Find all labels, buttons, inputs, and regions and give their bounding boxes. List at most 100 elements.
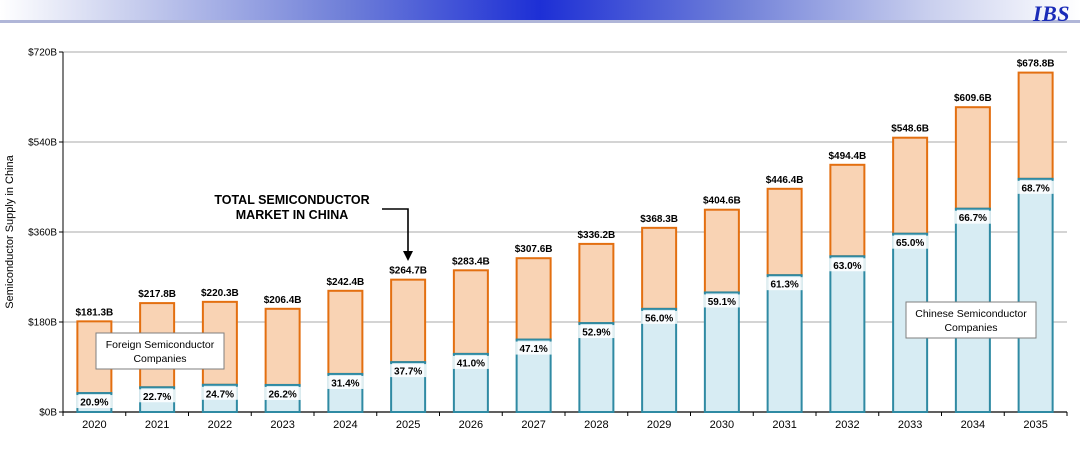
- total-label-2034: $609.6B: [954, 93, 992, 104]
- bar-chinese-2035: [1017, 177, 1054, 413]
- legend-foreign-companies: Foreign Semiconductor Companies: [95, 332, 225, 370]
- share-label-2021: 22.7%: [143, 392, 171, 403]
- bar-foreign-2030: [703, 208, 740, 294]
- share-label-2030: 59.1%: [708, 297, 736, 308]
- share-label-bg-2028: [578, 325, 615, 339]
- total-label-2026: $283.4B: [452, 256, 490, 267]
- bar-chinese-2031: [766, 274, 803, 413]
- share-label-bg-2022: [201, 386, 238, 400]
- bar-foreign-2033: [892, 136, 929, 235]
- x-tick-label-2032: 2032: [835, 419, 859, 431]
- bar-foreign-2032: [829, 163, 866, 258]
- share-label-2024: 31.4%: [331, 378, 359, 389]
- share-label-bg-2031: [766, 277, 803, 291]
- y-axis-ticks: $0B $180B $360B $540B $720B: [28, 48, 63, 419]
- share-label-2034: 66.7%: [959, 213, 987, 224]
- total-label-2022: $220.3B: [201, 288, 239, 299]
- share-label-bg-2026: [452, 355, 489, 369]
- total-label-2033: $548.6B: [891, 124, 929, 135]
- bar-chinese-2030: [703, 291, 740, 414]
- x-tick-label-2034: 2034: [961, 419, 985, 431]
- bar-chinese-2029: [641, 307, 678, 414]
- share-label-2031: 61.3%: [770, 280, 798, 291]
- share-label-bg-2033: [892, 235, 929, 249]
- total-label-2027: $307.6B: [515, 244, 553, 255]
- x-tick-label-2024: 2024: [333, 419, 357, 431]
- total-label-2029: $368.3B: [640, 214, 678, 225]
- share-label-2020: 20.9%: [80, 398, 108, 409]
- bar-foreign-2029: [641, 226, 678, 310]
- share-label-bg-2020: [76, 395, 113, 409]
- share-label-bg-2024: [327, 375, 364, 389]
- share-label-bg-2032: [829, 258, 866, 272]
- share-label-2028: 52.9%: [582, 328, 610, 339]
- legend-chinese-line-2: Companies: [944, 322, 997, 334]
- total-label-2030: $404.6B: [703, 196, 741, 207]
- bar-foreign-2031: [766, 187, 803, 277]
- y-axis-label: Semiconductor Supply in China: [4, 154, 16, 308]
- total-label-2025: $264.7B: [389, 266, 427, 277]
- share-label-2033: 65.0%: [896, 238, 924, 249]
- bar-foreign-2034: [954, 106, 991, 210]
- bar-foreign-2025: [390, 278, 427, 364]
- share-label-2025: 37.7%: [394, 367, 422, 378]
- share-label-2029: 56.0%: [645, 313, 673, 324]
- x-tick-label-2020: 2020: [82, 419, 106, 431]
- annotation-line-2: MARKET IN CHINA: [236, 208, 349, 222]
- annotation-line-1: TOTAL SEMICONDUCTOR: [214, 193, 369, 207]
- bar-foreign-2035: [1017, 71, 1054, 180]
- x-tick-label-2030: 2030: [710, 419, 734, 431]
- annotation-arrow-head: [403, 251, 413, 261]
- x-tick-label-2026: 2026: [459, 419, 483, 431]
- x-tick-label-2021: 2021: [145, 419, 169, 431]
- x-axis-ticks: 2020 2021 2022 2023 2024 2025 2026 2027 2028 2029…: [62, 412, 1068, 431]
- legend-chinese-companies: Chinese Semiconductor Companies: [905, 301, 1037, 339]
- y-tick-label: $360B: [28, 228, 57, 239]
- share-label-bg-2027: [515, 341, 552, 355]
- legend-chinese-box: [905, 301, 1037, 339]
- share-label-bg-2034: [954, 210, 991, 224]
- data-labels: $181.3B 20.9% $217.8B 22.7% $220.3B 24.7% $206…: [75, 59, 1054, 409]
- y-tick-label: $0B: [39, 408, 57, 419]
- total-label-2024: $242.4B: [326, 277, 364, 288]
- share-label-bg-2030: [703, 294, 740, 308]
- x-tick-label-2025: 2025: [396, 419, 420, 431]
- total-label-2031: $446.4B: [766, 175, 804, 186]
- bar-chinese-2032: [829, 255, 866, 413]
- y-tick-label: $540B: [28, 138, 57, 149]
- y-tick-label: $720B: [28, 48, 57, 59]
- x-tick-label-2035: 2035: [1023, 419, 1047, 431]
- bar-foreign-2023: [264, 307, 301, 386]
- share-label-2023: 26.2%: [268, 389, 296, 400]
- share-label-bg-2021: [139, 389, 176, 403]
- legend-foreign-box: [95, 332, 225, 370]
- share-label-2032: 63.0%: [833, 261, 861, 272]
- share-label-2027: 47.1%: [519, 344, 547, 355]
- legend-foreign-line-2: Companies: [133, 353, 186, 365]
- x-tick-label-2031: 2031: [772, 419, 796, 431]
- x-tick-label-2023: 2023: [270, 419, 294, 431]
- header-gradient-band: [0, 0, 1080, 20]
- total-label-2032: $494.4B: [828, 151, 866, 162]
- total-label-2021: $217.8B: [138, 289, 176, 300]
- share-label-bg-2025: [390, 364, 427, 378]
- x-tick-label-2022: 2022: [208, 419, 232, 431]
- share-label-2026: 41.0%: [457, 358, 485, 369]
- x-tick-label-2027: 2027: [521, 419, 545, 431]
- legend-chinese-line-1: Chinese Semiconductor: [915, 308, 1027, 320]
- total-label-2028: $336.2B: [577, 230, 615, 241]
- share-label-bg-2029: [641, 310, 678, 324]
- total-label-2020: $181.3B: [75, 307, 113, 318]
- legend-foreign-line-1: Foreign Semiconductor: [106, 339, 215, 351]
- share-label-2022: 24.7%: [206, 389, 234, 400]
- total-market-annotation: TOTAL SEMICONDUCTOR MARKET IN CHINA: [214, 193, 413, 261]
- bar-foreign-2028: [578, 242, 615, 325]
- total-label-2023: $206.4B: [264, 295, 302, 306]
- x-tick-label-2033: 2033: [898, 419, 922, 431]
- annotation-arrow-line: [382, 208, 409, 252]
- brand-logo: IBS: [1033, 1, 1070, 26]
- share-label-bg-2023: [264, 386, 301, 400]
- share-label-2035: 68.7%: [1021, 183, 1049, 194]
- bar-foreign-2027: [515, 257, 552, 341]
